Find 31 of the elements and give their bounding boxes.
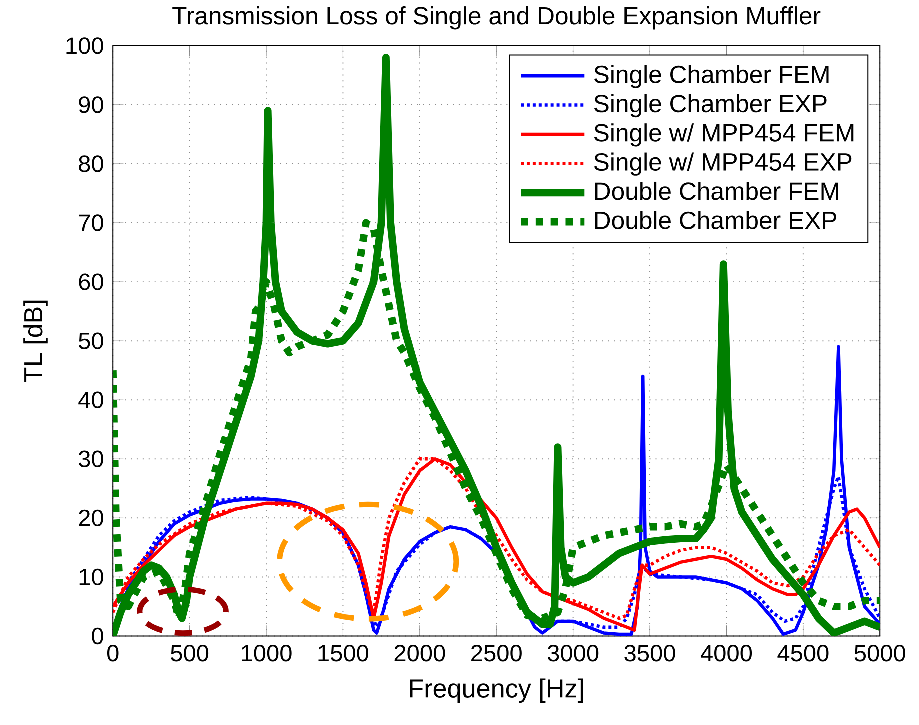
- x-axis-title: Frequency [Hz]: [410, 678, 584, 704]
- legend-label: Single w/ MPP454 FEM: [594, 124, 854, 147]
- x-tick-label: 2500: [472, 645, 522, 662]
- legend-label: Single Chamber EXP: [594, 94, 827, 118]
- y-axis-title: TL [dB]: [24, 301, 48, 383]
- x-tick-label: 3000: [548, 645, 599, 662]
- legend-label: Double Chamber FEM: [595, 182, 838, 200]
- y-tick-label: 20: [79, 510, 104, 527]
- legend-label: Single Chamber FEM: [594, 65, 829, 89]
- legend-label: Single w/ MPP454 EXP: [594, 152, 852, 176]
- y-tick-label: 100: [66, 38, 104, 55]
- x-tick-label: 3500: [624, 645, 676, 662]
- y-tick-label: 90: [79, 96, 104, 114]
- x-tick-label: 5000: [854, 645, 906, 662]
- y-tick-label: 40: [78, 392, 104, 409]
- y-tick-label: 70: [79, 214, 104, 232]
- x-tick-label: 2000: [394, 645, 446, 662]
- x-tick-label: 0: [107, 645, 119, 662]
- x-tick-label: 4500: [778, 645, 829, 662]
- y-tick-label: 0: [92, 628, 104, 645]
- legend-label: Double Chamber EXP: [595, 211, 836, 230]
- y-tick-label: 50: [79, 332, 104, 350]
- x-tick-label: 500: [171, 645, 209, 662]
- x-tick-label: 1000: [242, 645, 292, 662]
- chart-title: Transmission Loss of Single and Double Expansion Muffler: [172, 6, 821, 30]
- x-tick-label: 4000: [701, 645, 752, 662]
- y-tick-label: 10: [80, 569, 104, 586]
- x-tick-label: 1500: [318, 645, 369, 662]
- y-tick-label: 80: [79, 156, 104, 173]
- y-tick-label: 60: [79, 274, 104, 291]
- y-tick-label: 30: [78, 450, 104, 468]
